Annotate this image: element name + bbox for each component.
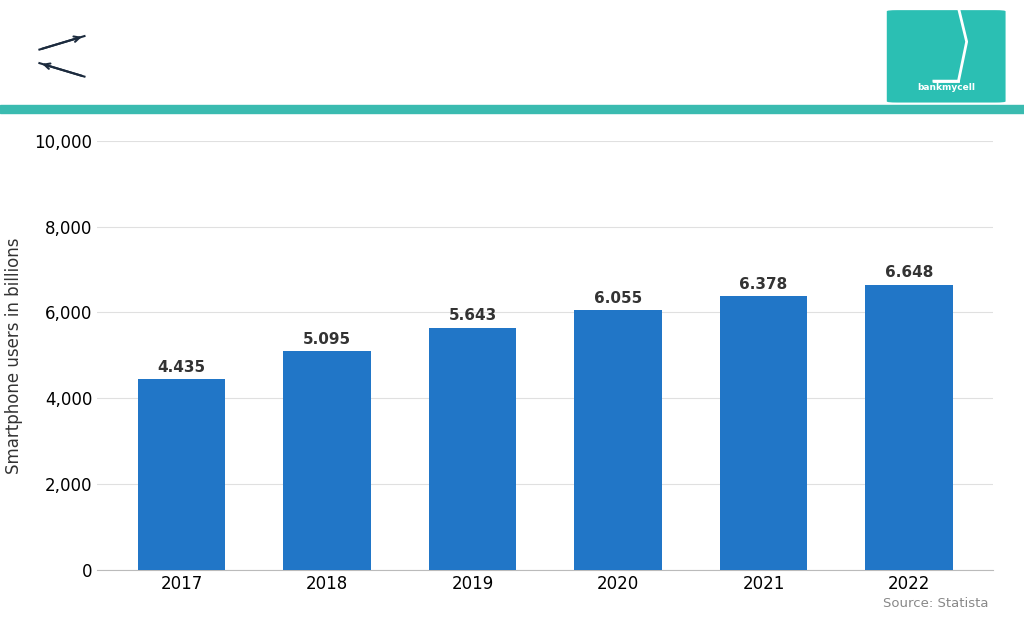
Bar	[574, 310, 662, 570]
FancyBboxPatch shape	[887, 10, 1006, 103]
Text: 6.055: 6.055	[594, 290, 642, 305]
Text: Source: Statista: Source: Statista	[883, 597, 988, 610]
Bar	[0, 105, 1024, 113]
Text: 6.378: 6.378	[739, 277, 787, 292]
Bar	[720, 296, 807, 570]
Y-axis label: Smartphone users in billions: Smartphone users in billions	[5, 237, 24, 473]
Text: Worldwide data from 2017 - 2022 in billions: Worldwide data from 2017 - 2022 in billi…	[118, 68, 513, 86]
Text: 5.095: 5.095	[303, 332, 351, 347]
FancyBboxPatch shape	[13, 15, 111, 98]
Text: Number of Smartphone Users: Number of Smartphone Users	[118, 24, 559, 50]
Bar	[284, 351, 371, 570]
Text: 5.643: 5.643	[449, 309, 497, 324]
Bar	[865, 285, 952, 570]
Bar	[429, 327, 516, 570]
Text: 6.648: 6.648	[885, 265, 933, 280]
Text: 4.435: 4.435	[158, 360, 206, 375]
Text: bankmycell: bankmycell	[918, 83, 975, 93]
Bar	[138, 379, 225, 570]
